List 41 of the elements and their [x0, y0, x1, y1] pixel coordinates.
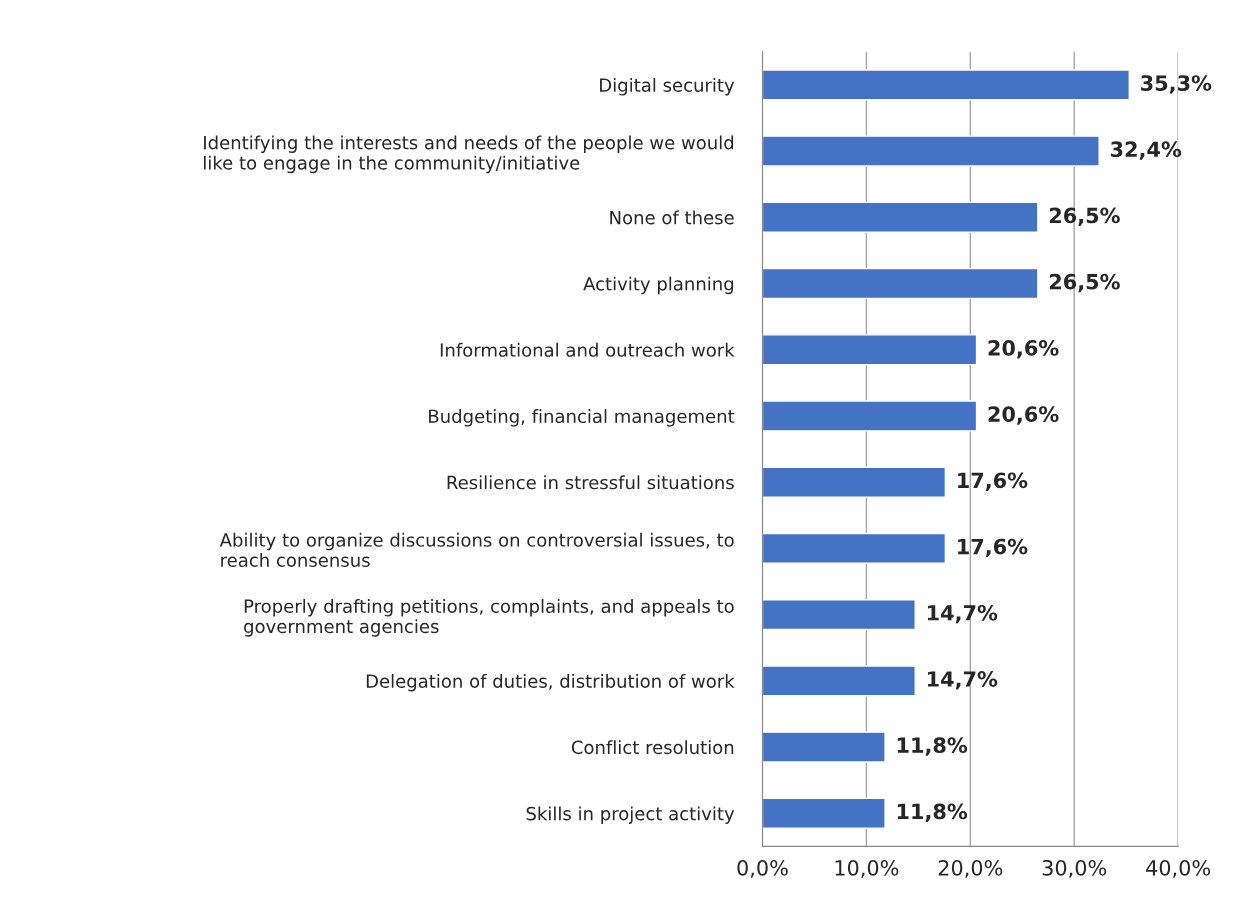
x-tick-label: 30,0%	[1042, 859, 1107, 878]
y-tick-label: Delegation of duties, distribution of work	[366, 673, 735, 692]
bar	[762, 797, 886, 829]
bar	[762, 731, 886, 763]
y-tick-label: Activity planning	[583, 276, 734, 295]
x-tick-label: 20,0%	[938, 859, 1003, 878]
data-label: 26,5%	[1049, 207, 1120, 226]
data-label: 17,6%	[958, 472, 1028, 491]
bar	[762, 532, 947, 564]
data-label: 32,4%	[1110, 141, 1182, 160]
x-tick-label: 40,0%	[1146, 859, 1211, 878]
bar	[762, 267, 1039, 300]
bar	[762, 334, 978, 366]
bar	[762, 69, 1130, 101]
data-label: 14,7%	[927, 671, 998, 690]
bar	[762, 201, 1039, 233]
y-tick-label: None of these	[610, 210, 734, 225]
data-label: 11,8%	[897, 803, 968, 822]
data-label: 11,8%	[897, 737, 968, 756]
bar	[762, 400, 978, 432]
y-tick-label: Ability to organize discussions on controversial issues, to reach consensus	[219, 532, 734, 567]
y-tick-label: Conflict resolution	[571, 740, 734, 755]
data-label: 20,6%	[988, 406, 1059, 425]
bar	[762, 665, 916, 697]
bar	[762, 135, 1100, 167]
data-label: 17,6%	[958, 538, 1028, 558]
y-tick-label: Properly drafting petitions, complaints, and appeals to government agencies	[244, 599, 734, 637]
bar	[762, 599, 916, 631]
data-label: 20,6%	[988, 340, 1059, 359]
data-label: 14,7%	[927, 604, 998, 624]
y-tick-label: Identifying the interests and needs of the people we would like to engage in the community/initiative	[204, 135, 734, 174]
x-tick-label: 0,0%	[737, 859, 788, 878]
data-label: 26,5%	[1049, 273, 1120, 293]
y-tick-label: Skills in project activity	[526, 806, 735, 824]
data-label: 35,3%	[1141, 75, 1212, 94]
y-tick-label: Informational and outreach work	[440, 342, 735, 357]
x-tick-label: 10,0%	[835, 859, 899, 878]
y-tick-label: Budgeting, financial management	[429, 409, 735, 427]
y-tick-label: Digital security	[600, 77, 735, 96]
bar	[762, 466, 947, 498]
y-tick-label: Resilience in stressful situations	[447, 475, 734, 490]
